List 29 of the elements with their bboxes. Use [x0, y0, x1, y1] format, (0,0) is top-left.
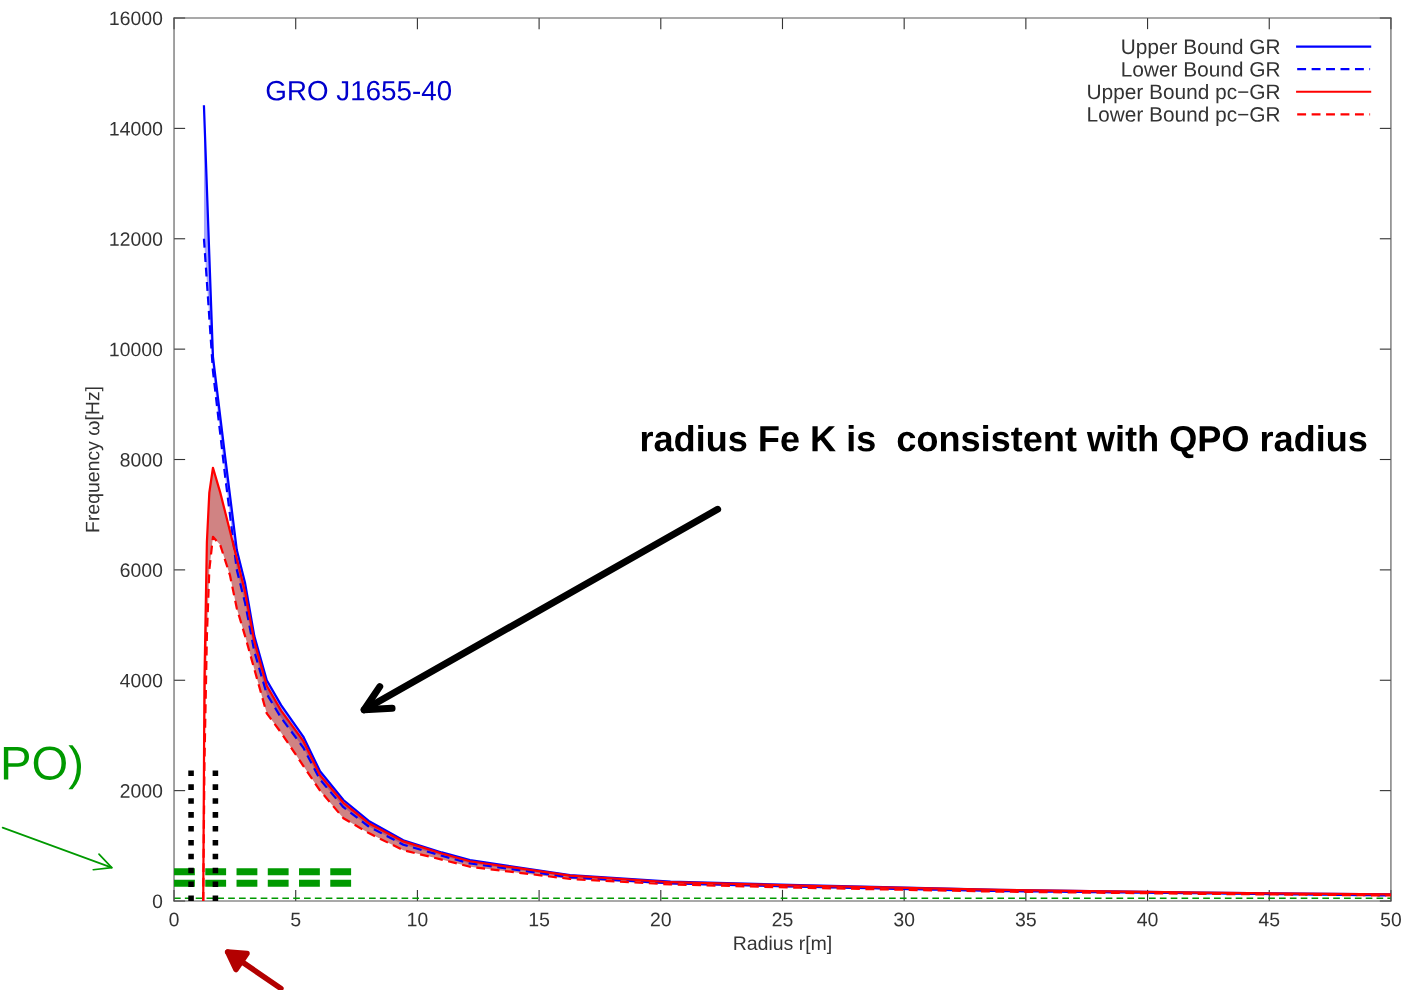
x-tick-label: 50 — [1380, 912, 1401, 927]
legend-label: Upper Bound GR — [1122, 38, 1280, 59]
x-tick-label: 20 — [650, 912, 671, 927]
y-tick-label: 14000 — [110, 121, 163, 136]
legend-label: Lower Bound GR — [1122, 61, 1280, 77]
legend-label: Upper Bound pc−GR — [1088, 83, 1280, 104]
x-tick-label: 0 — [169, 912, 179, 927]
y-axis-title: Frequency ω[Hz] — [85, 387, 104, 532]
x-tick-label: 45 — [1258, 912, 1280, 927]
x-tick-label: 10 — [408, 912, 428, 927]
x-tick-label: 40 — [1137, 912, 1158, 927]
legend-label: Lower Bound pc−GR — [1088, 106, 1280, 126]
y-tick-label: 4000 — [120, 673, 163, 688]
x-axis-title: Radius r[m] — [734, 935, 831, 954]
y-tick-label: 6000 — [120, 563, 163, 578]
x-tick-label: 15 — [529, 912, 550, 927]
y-tick-label: 0 — [152, 894, 163, 909]
text: PO) — [3, 745, 82, 790]
y-tick-label: 10000 — [110, 342, 163, 357]
x-tick-label: 30 — [894, 912, 915, 927]
x-tick-label: 25 — [772, 912, 793, 927]
y-tick-label: 2000 — [120, 784, 163, 798]
y-tick-label: 12000 — [110, 232, 163, 246]
x-tick-label: 35 — [1015, 912, 1036, 927]
y-tick-label: 8000 — [120, 452, 163, 467]
annotation: GRO J1655-40 — [266, 80, 452, 101]
annotation: radius Fe K is consistent with QPO radius — [641, 425, 1367, 459]
y-tick-label: 16000 — [110, 11, 163, 26]
x-tick-label: 5 — [291, 912, 301, 927]
